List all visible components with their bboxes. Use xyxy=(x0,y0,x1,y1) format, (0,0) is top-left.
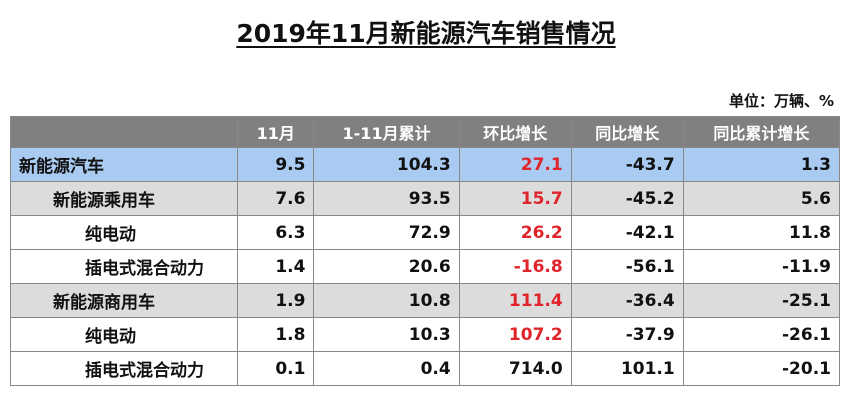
cell-value: -25.1 xyxy=(682,283,841,318)
cell-value: 1.8 xyxy=(236,317,315,352)
sales-table: 11月 1-11月累计 环比增长 同比增长 同比累计增长 新能源汽车 9.5 104.3 27… xyxy=(10,116,841,386)
cell-value: 10.3 xyxy=(313,317,460,352)
cell-value: 11.8 xyxy=(682,215,841,250)
title: 2019年11月新能源汽车销售情况 xyxy=(0,14,852,50)
row-label: 新能源汽车 xyxy=(10,147,238,182)
column-header: 11月 xyxy=(236,116,315,148)
cell-value: 72.9 xyxy=(313,215,460,250)
cell-value: -42.1 xyxy=(570,215,684,250)
row-label: 插电式混合动力 xyxy=(10,249,238,284)
cell-value: 20.6 xyxy=(313,249,460,284)
table-head: 11月 1-11月累计 环比增长 同比增长 同比累计增长 xyxy=(10,116,841,148)
cell-value: 1.9 xyxy=(236,283,315,318)
column-header: 1-11月累计 xyxy=(313,116,460,148)
cell-value: -45.2 xyxy=(570,181,684,216)
row-label: 新能源商用车 xyxy=(10,283,238,318)
table-row: 纯电动 1.8 10.3 107.2 -37.9 -26.1 xyxy=(10,317,841,352)
cell-value: 1.3 xyxy=(682,147,841,182)
cell-value: 1.4 xyxy=(236,249,315,284)
cell-value: -11.9 xyxy=(682,249,841,284)
cell-value: 101.1 xyxy=(570,351,684,386)
cell-value: 27.1 xyxy=(458,147,572,182)
cell-value: 714.0 xyxy=(458,351,572,386)
column-header: 环比增长 xyxy=(458,116,572,148)
cell-value: 26.2 xyxy=(458,215,572,250)
cell-value: 93.5 xyxy=(313,181,460,216)
table-row: 插电式混合动力 0.1 0.4 714.0 101.1 -20.1 xyxy=(10,351,841,386)
table-row: 新能源乘用车 7.6 93.5 15.7 -45.2 5.6 xyxy=(10,181,841,216)
table-row: 插电式混合动力 1.4 20.6 -16.8 -56.1 -11.9 xyxy=(10,249,841,284)
row-label: 纯电动 xyxy=(10,317,238,352)
cell-value: -20.1 xyxy=(682,351,841,386)
column-header: 同比累计增长 xyxy=(682,116,841,148)
cell-value: 107.2 xyxy=(458,317,572,352)
column-header xyxy=(10,116,238,148)
row-label: 插电式混合动力 xyxy=(10,351,238,386)
cell-value: -37.9 xyxy=(570,317,684,352)
cell-value: -43.7 xyxy=(570,147,684,182)
cell-value: -26.1 xyxy=(682,317,841,352)
cell-value: -56.1 xyxy=(570,249,684,284)
cell-value: 15.7 xyxy=(458,181,572,216)
header-row: 11月 1-11月累计 环比增长 同比增长 同比累计增长 xyxy=(10,116,841,148)
cell-value: 7.6 xyxy=(236,181,315,216)
cell-value: -36.4 xyxy=(570,283,684,318)
row-label: 新能源乘用车 xyxy=(10,181,238,216)
cell-value: 111.4 xyxy=(458,283,572,318)
cell-value: 0.1 xyxy=(236,351,315,386)
cell-value: 5.6 xyxy=(682,181,841,216)
cell-value: -16.8 xyxy=(458,249,572,284)
title-text: 2019年11月新能源汽车销售情况 xyxy=(236,19,616,48)
table-row: 新能源商用车 1.9 10.8 111.4 -36.4 -25.1 xyxy=(10,283,841,318)
table-row: 纯电动 6.3 72.9 26.2 -42.1 11.8 xyxy=(10,215,841,250)
cell-value: 104.3 xyxy=(313,147,460,182)
table-body: 新能源汽车 9.5 104.3 27.1 -43.7 1.3 新能源乘用车 7.6 93.5 15… xyxy=(10,147,841,386)
cell-value: 6.3 xyxy=(236,215,315,250)
row-label: 纯电动 xyxy=(10,215,238,250)
cell-value: 10.8 xyxy=(313,283,460,318)
cell-value: 0.4 xyxy=(313,351,460,386)
cell-value: 9.5 xyxy=(236,147,315,182)
column-header: 同比增长 xyxy=(570,116,684,148)
unit-note: 单位：万辆、% xyxy=(728,92,834,110)
table-row: 新能源汽车 9.5 104.3 27.1 -43.7 1.3 xyxy=(10,147,841,182)
